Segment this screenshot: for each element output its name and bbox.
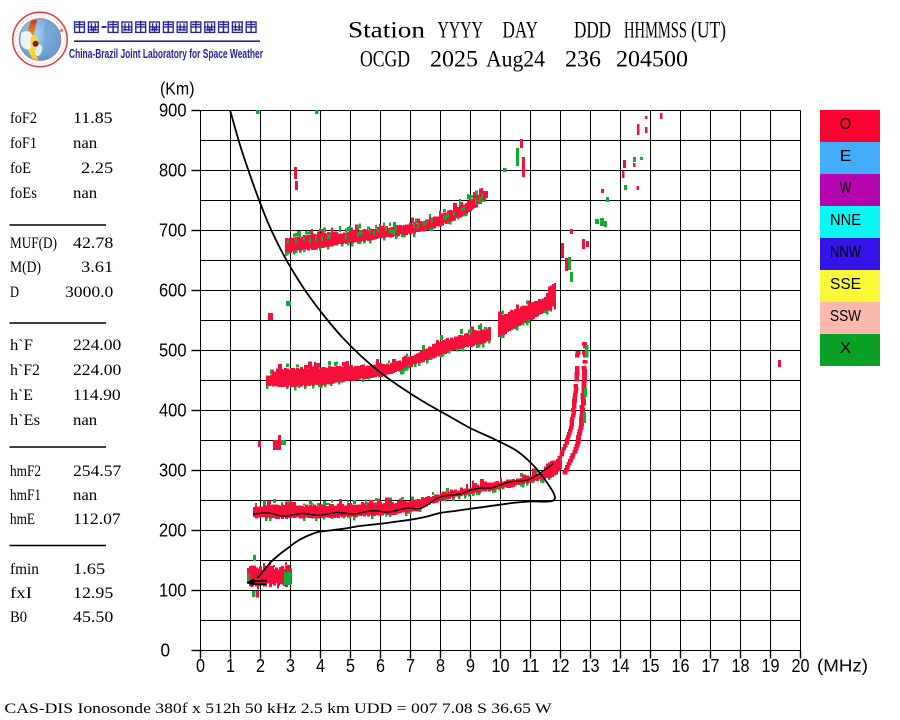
svg-text:18: 18: [732, 656, 750, 676]
svg-text:5: 5: [346, 656, 355, 676]
svg-text:20: 20: [792, 656, 810, 676]
svg-text:X: X: [840, 340, 852, 357]
svg-text:SSW: SSW: [830, 308, 862, 325]
svg-text:8: 8: [436, 656, 445, 676]
svg-text:11: 11: [522, 656, 540, 676]
svg-text:204500: 204500: [616, 47, 688, 72]
svg-text:(UT): (UT): [691, 18, 726, 43]
svg-text:DAY: DAY: [503, 18, 539, 43]
svg-text:16: 16: [672, 656, 690, 676]
svg-text:2025: 2025: [430, 47, 478, 72]
svg-text:12: 12: [552, 656, 570, 676]
svg-text:nan: nan: [73, 488, 97, 504]
svg-text:W: W: [840, 180, 852, 197]
svg-text:0: 0: [161, 641, 171, 661]
svg-text:45.50: 45.50: [73, 608, 113, 626]
svg-text:7: 7: [406, 656, 415, 676]
svg-text:E: E: [840, 148, 852, 165]
svg-text:CAS-DIS Ionosonde 380f x 512h: CAS-DIS Ionosonde 380f x 512h 50 kHz 2.5…: [5, 699, 553, 716]
svg-text:h`E: h`E: [10, 387, 33, 404]
svg-text:fxI: fxI: [10, 585, 32, 602]
svg-text:nan: nan: [73, 136, 97, 152]
svg-text:14: 14: [612, 656, 630, 676]
svg-text:h`F: h`F: [10, 337, 33, 353]
svg-text:DDD: DDD: [574, 18, 611, 43]
svg-text:11.85: 11.85: [73, 109, 113, 127]
svg-text:foF1: foF1: [10, 136, 37, 153]
svg-text:YYYY: YYYY: [438, 18, 483, 44]
svg-text:300: 300: [159, 461, 187, 481]
svg-text:1.65: 1.65: [73, 560, 105, 577]
svg-text:D: D: [10, 284, 19, 302]
svg-text:10: 10: [492, 656, 510, 676]
svg-text:M(D): M(D): [10, 259, 41, 276]
svg-text:(Km): (Km): [160, 79, 195, 99]
svg-text:China-Brazil Joint Laboratory: China-Brazil Joint Laboratory for Space …: [69, 46, 263, 61]
svg-text:foF2: foF2: [10, 111, 37, 128]
svg-text:Aug24: Aug24: [486, 46, 545, 72]
svg-text:800: 800: [159, 161, 187, 181]
svg-text:224.00: 224.00: [73, 336, 121, 354]
svg-text:9: 9: [466, 656, 475, 676]
svg-text:nan: nan: [73, 186, 97, 202]
svg-text:17: 17: [702, 656, 720, 676]
svg-text:2.25: 2.25: [81, 159, 113, 176]
svg-text:224.00: 224.00: [73, 361, 121, 379]
svg-text:NNE: NNE: [830, 212, 861, 229]
svg-text:3: 3: [286, 656, 295, 676]
svg-text:900: 900: [159, 101, 187, 121]
svg-text:0: 0: [196, 656, 205, 676]
svg-text:13: 13: [582, 656, 600, 676]
svg-text:h`F2: h`F2: [10, 362, 40, 379]
svg-text:4: 4: [316, 656, 325, 676]
svg-text:nan: nan: [73, 413, 97, 429]
svg-text:HHMMSS: HHMMSS: [624, 18, 687, 43]
svg-text:O: O: [840, 116, 852, 133]
svg-text:B0: B0: [10, 610, 27, 626]
svg-text:114.90: 114.90: [73, 386, 121, 404]
svg-text:hmF2: hmF2: [10, 463, 41, 480]
svg-text:1: 1: [226, 656, 235, 676]
svg-text:hmF1: hmF1: [10, 487, 41, 504]
svg-text:600: 600: [159, 281, 187, 301]
svg-text:2: 2: [256, 656, 265, 676]
svg-text:(MHz): (MHz): [817, 656, 868, 676]
svg-text:3.61: 3.61: [81, 258, 113, 275]
svg-text:hmE: hmE: [10, 511, 35, 528]
svg-text:12.95: 12.95: [73, 584, 113, 602]
svg-text:SSE: SSE: [830, 276, 861, 293]
svg-text:foEs: foEs: [10, 186, 37, 202]
svg-text:500: 500: [159, 341, 187, 361]
svg-text:19: 19: [762, 656, 780, 676]
svg-text:200: 200: [159, 521, 187, 541]
svg-text:15: 15: [642, 656, 660, 676]
svg-text:6: 6: [376, 656, 385, 676]
svg-text:700: 700: [159, 221, 187, 241]
svg-text:OCGD: OCGD: [360, 47, 410, 72]
svg-text:254.57: 254.57: [73, 462, 121, 480]
svg-text:fmin: fmin: [10, 561, 39, 578]
svg-text:42.78: 42.78: [73, 234, 113, 252]
svg-text:400: 400: [159, 401, 187, 421]
svg-text:NNW: NNW: [830, 244, 862, 261]
svg-text:h`Es: h`Es: [10, 412, 40, 429]
svg-text:236: 236: [565, 47, 601, 72]
svg-text:100: 100: [159, 581, 187, 601]
svg-text:Station: Station: [348, 18, 425, 43]
svg-text:112.07: 112.07: [73, 510, 121, 528]
svg-text:3000.0: 3000.0: [65, 283, 113, 301]
svg-text:foE: foE: [10, 161, 31, 178]
svg-text:MUF(D): MUF(D): [10, 235, 57, 252]
